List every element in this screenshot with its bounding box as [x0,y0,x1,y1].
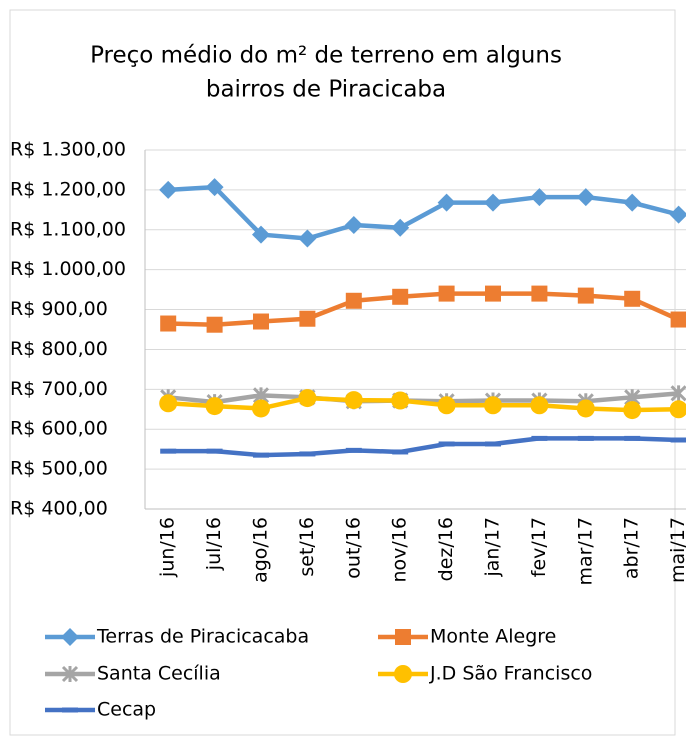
x-tick-label: jan/17 [482,517,504,578]
marker [530,396,549,415]
marker [252,225,270,244]
marker [160,448,177,454]
x-tick-label: jul/16 [203,517,225,571]
marker [438,285,455,302]
x-tick-label: jun/16 [157,517,179,578]
marker [298,389,317,408]
legend-label: Terras de Piracicacaba [96,626,309,648]
marker [485,285,501,302]
x-tick-label: set/16 [296,517,318,577]
marker [298,229,317,248]
chart-title: bairros de Piracicaba [206,77,446,103]
marker [391,391,410,410]
marker [437,396,456,415]
marker [576,188,595,207]
marker [206,316,223,333]
marker [395,629,411,645]
marker [670,385,686,402]
y-tick-label: R$ 1.200,00 [10,178,126,200]
x-tick-label: out/16 [342,517,364,579]
y-tick-label: R$ 1.100,00 [10,218,126,240]
marker [485,441,501,447]
y-tick-label: R$ 400,00 [10,498,108,520]
y-tick-label: R$ 800,00 [10,338,108,360]
marker [62,707,78,713]
legend-label: Cecap [97,699,156,721]
marker [252,399,270,418]
marker [576,399,595,418]
legend-label: Santa Cecília [97,663,221,685]
x-tick-label: dez/16 [435,517,457,581]
marker [530,188,549,207]
y-tick-label: R$ 1.000,00 [10,258,126,280]
marker [394,665,412,683]
y-tick-label: R$ 700,00 [10,378,108,400]
marker [344,215,363,234]
marker [205,178,224,197]
marker [484,193,502,212]
y-tick-label: R$ 900,00 [10,298,108,320]
marker [159,394,178,413]
legend-label: J.D São Francisco [429,663,592,685]
marker [669,205,686,224]
marker [531,435,548,441]
x-tick-label: abr/17 [621,517,643,579]
marker [345,447,362,453]
marker [670,437,686,443]
marker [206,448,223,454]
chart-border [9,9,676,736]
y-tick-label: R$ 500,00 [10,458,108,480]
marker [160,315,177,332]
marker [61,628,79,646]
marker [623,193,642,212]
y-tick-label: R$ 1.300,00 [10,139,126,161]
legend-label: Monte Alegre [430,626,556,648]
marker [531,285,548,302]
marker [670,311,686,328]
marker [344,391,363,410]
marker [624,290,641,307]
x-tick-label: mar/17 [574,517,596,586]
marker [623,401,642,420]
marker [159,180,178,199]
marker [392,449,409,455]
marker [205,397,224,416]
marker [253,452,269,458]
marker [577,287,594,304]
marker [392,288,409,305]
y-tick-label: R$ 600,00 [10,418,108,440]
marker [61,665,79,683]
marker [299,310,316,327]
marker [669,400,686,419]
marker [345,292,362,309]
marker [484,396,502,415]
marker [253,313,269,330]
marker [391,218,410,237]
marker [624,435,641,441]
marker [437,193,456,212]
x-tick-label: ago/16 [250,517,272,583]
marker [299,451,316,457]
marker [577,435,594,441]
x-tick-label: mai/17 [667,517,686,583]
chart-title: Preço médio do m² de terreno em alguns [90,43,562,69]
x-tick-label: nov/16 [389,517,411,583]
x-tick-label: fev/17 [528,517,550,577]
marker [438,441,455,447]
